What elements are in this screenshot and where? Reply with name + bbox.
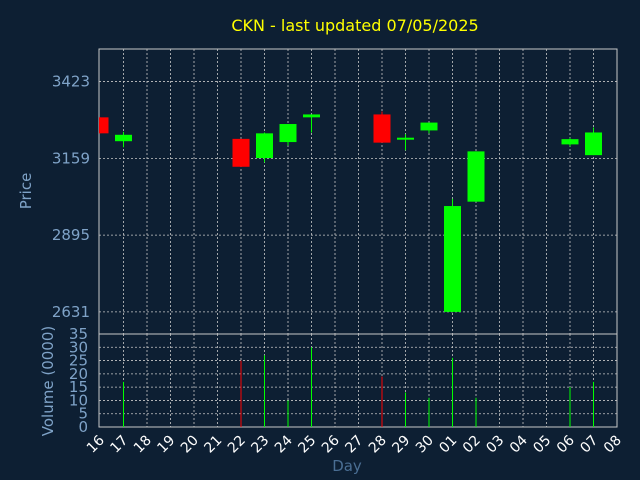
volume-bars: [123, 347, 594, 427]
candle: [420, 122, 438, 134]
candle-body: [397, 137, 414, 140]
day-tick-label: 28: [366, 433, 390, 457]
candle: [115, 131, 132, 148]
candles: [99, 111, 602, 312]
candle: [585, 127, 602, 156]
candle: [373, 111, 391, 143]
day-tick-label: 23: [248, 433, 272, 457]
day-axis-label: Day: [332, 457, 362, 475]
day-tick-label: 07: [577, 433, 601, 457]
day-tick-label: 22: [225, 433, 249, 457]
price-y-tick-label: 3159: [52, 149, 90, 167]
volume-plot-area: [98, 333, 618, 428]
price-grid: [99, 49, 617, 334]
day-tick-label: 25: [295, 433, 319, 457]
volume-y-tick-label: 5: [78, 405, 88, 423]
candle-body: [561, 139, 579, 145]
price-plot-area: [98, 48, 618, 335]
day-tick-label: 19: [154, 433, 178, 457]
day-tick-label: 20: [178, 433, 202, 457]
volume-y-tick-label: 35: [69, 325, 88, 343]
candle: [232, 138, 250, 167]
candle-body: [467, 151, 485, 202]
candle-body: [373, 114, 391, 143]
candle-body: [585, 132, 602, 156]
day-tick-label: 08: [601, 433, 625, 457]
volume-y-tick-label: 10: [69, 391, 88, 409]
day-tick-label: 02: [460, 433, 484, 457]
candle-body: [303, 114, 320, 118]
volume-grid: [99, 334, 617, 427]
candle: [303, 114, 320, 133]
day-tick-label: 06: [554, 432, 578, 456]
chart-title: CKN - last updated 07/05/2025: [231, 16, 478, 35]
volume-y-tick-label: 20: [69, 365, 88, 383]
volume-y-tick-label: 30: [69, 338, 88, 356]
candle: [99, 117, 109, 134]
candle: [467, 151, 485, 202]
volume-axis-label: Volume (0000): [39, 326, 57, 436]
candle-body: [256, 133, 273, 159]
candle-body: [115, 134, 132, 142]
candle: [279, 124, 297, 146]
candle: [256, 132, 273, 163]
candle-body: [420, 122, 438, 131]
day-tick-label: 29: [389, 433, 413, 457]
price-y-tick-label: 3423: [52, 73, 90, 91]
volume-y-tick-label: 15: [69, 378, 88, 396]
volume-y-tick-label: 25: [69, 352, 88, 370]
day-tick-label: 18: [131, 433, 155, 457]
day-tick-labels: 16 17 18 19 20 21 22 23 24 25 26 27 28 29 30 01 02 03 04 05…: [84, 432, 625, 456]
price-panel: 2631 2895 3159 3423 Price: [17, 48, 618, 335]
price-axis-label: Price: [17, 173, 35, 210]
candle-body: [279, 124, 297, 143]
day-tick-label: 04: [507, 432, 531, 456]
price-y-tick-labels: 2631 2895 3159 3423: [52, 73, 90, 321]
day-tick-label: 01: [436, 433, 460, 457]
day-tick-label: 24: [272, 432, 296, 456]
candle: [561, 137, 579, 147]
day-tick-label: 26: [319, 432, 343, 456]
candle-body: [99, 117, 109, 134]
candle: [397, 134, 414, 151]
price-y-tick-label: 2631: [52, 303, 90, 321]
candle: [444, 198, 461, 312]
day-tick-label: 17: [107, 433, 131, 457]
day-tick-label: 16: [84, 432, 108, 456]
day-tick-label: 30: [413, 433, 437, 457]
day-tick-label: 27: [342, 433, 366, 457]
candle-body: [444, 206, 461, 312]
day-tick-label: 21: [201, 433, 225, 457]
candle-body: [232, 138, 250, 167]
volume-y-tick-label: 0: [78, 418, 88, 436]
day-tick-label: 03: [483, 433, 507, 457]
day-tick-label: 05: [530, 433, 554, 457]
price-y-tick-label: 2895: [52, 226, 90, 244]
